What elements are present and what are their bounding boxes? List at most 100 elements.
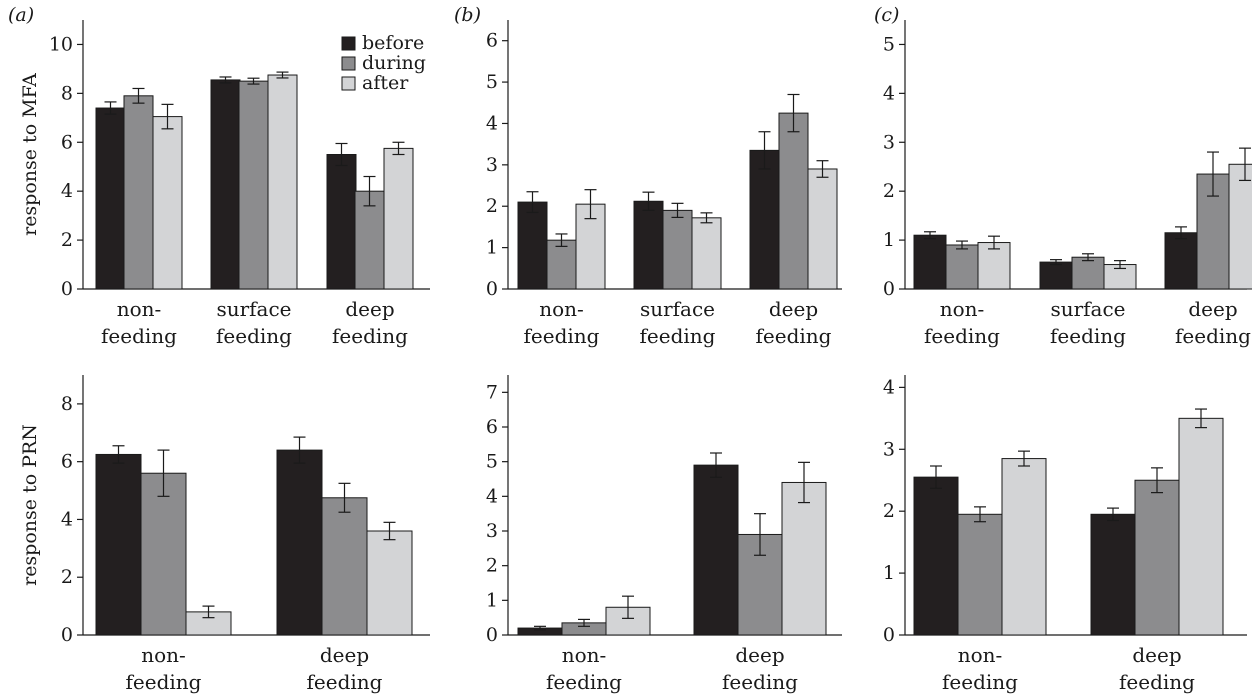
bar-during (778, 112, 809, 290)
legend-label-after: after (362, 72, 409, 94)
bar-during (140, 472, 187, 636)
bar-after (691, 217, 722, 290)
y-tick-label: 4 (883, 82, 895, 104)
y-tick-label: 2 (61, 566, 73, 588)
x-category-label: feeding (756, 324, 832, 348)
bar-after (1228, 163, 1252, 290)
x-category-label: non- (141, 643, 186, 667)
bar-during (945, 244, 979, 290)
bar-after (1178, 417, 1224, 636)
y-tick-label: 10 (49, 33, 73, 55)
panel-label: (c) (874, 4, 899, 26)
y-tick-label: 0 (486, 278, 498, 300)
bar-during (662, 209, 693, 290)
x-category-label: feeding (524, 324, 600, 348)
x-category-label: feeding (722, 670, 798, 694)
x-category-label: deep (735, 643, 784, 667)
y-tick-label: 8 (61, 82, 73, 104)
x-category-label: deep (1132, 643, 1181, 667)
bar-before (633, 200, 664, 290)
bar-after (366, 530, 413, 636)
y-tick-label: 0 (883, 278, 895, 300)
y-axis-label: response to MFA (19, 73, 41, 236)
y-tick-label: 6 (486, 30, 498, 52)
x-category-label: feeding (546, 670, 622, 694)
y-tick-label: 1 (486, 589, 498, 611)
bar-after (1001, 458, 1047, 636)
y-tick-label: 8 (61, 393, 73, 415)
x-category-label: feeding (332, 324, 408, 348)
chart-panel-2: 0 1 2 3 4 5 6(b) non-feeding surface feeding deep f… (454, 4, 842, 348)
bar-before (276, 449, 323, 636)
x-category-label: deep (1188, 297, 1237, 321)
bar-during (238, 80, 269, 290)
chart-panel-4: 0 2 4 6 8 response to PRN non-feeding deep feedi… (19, 375, 430, 694)
bar-before (693, 464, 739, 636)
x-category-label: non- (562, 643, 607, 667)
bar-after (977, 242, 1011, 290)
y-tick-label: 4 (61, 508, 73, 530)
bar-before (1039, 261, 1073, 290)
y-tick-label: 1 (486, 237, 498, 259)
y-tick-label: 5 (486, 451, 498, 473)
bar-before (95, 107, 126, 290)
x-category-label: feeding (640, 324, 716, 348)
y-tick-label: 2 (883, 180, 895, 202)
bar-after (152, 116, 183, 290)
y-tick-label: 3 (883, 131, 895, 153)
y-tick-label: 2 (486, 555, 498, 577)
y-tick-label: 6 (486, 416, 498, 438)
bar-before (326, 154, 357, 290)
y-tick-label: 3 (883, 438, 895, 460)
y-tick-label: 4 (486, 112, 498, 134)
bar-after (267, 74, 298, 290)
chart-panel-3: 0 1 2 3 4 5 (c) non-feeding surface feeding deep fe… (874, 4, 1252, 348)
x-category-label: feeding (307, 670, 383, 694)
bar-during (957, 513, 1003, 636)
x-category-label: non- (539, 297, 584, 321)
bar-after (807, 168, 838, 290)
bar-before (749, 149, 780, 290)
y-tick-label: 4 (486, 485, 498, 507)
chart-panel-1: 0 2 4 6 8 10 response to MFA (a) non-feeding surf… (8, 4, 430, 348)
y-tick-label: 4 (61, 180, 73, 202)
bar-after (383, 147, 414, 290)
x-category-label: feeding (942, 670, 1018, 694)
chart-panel-6: 0 1 2 3 4 non-feeding deep feeding (883, 375, 1247, 694)
chart-panel-5: 0 1 2 3 4 5 6 7 non-feeding deep feeding (486, 375, 842, 694)
y-tick-label: 0 (61, 278, 73, 300)
y-tick-label: 5 (486, 71, 498, 93)
x-category-label: deep (320, 643, 369, 667)
bar-before (1090, 513, 1136, 636)
y-tick-label: 2 (486, 195, 498, 217)
x-category-label: deep (769, 297, 818, 321)
x-category-label: non- (958, 643, 1003, 667)
y-tick-label: 2 (61, 229, 73, 251)
y-tick-label: 6 (61, 131, 73, 153)
legend-swatch-during (341, 56, 356, 71)
bar-before (95, 453, 142, 636)
x-category-label: non- (940, 297, 985, 321)
x-category-label: feeding (1119, 670, 1195, 694)
bar-during (546, 239, 577, 290)
y-tick-label: 3 (486, 154, 498, 176)
x-category-label: feeding (101, 324, 177, 348)
legend-swatch-after (341, 76, 356, 91)
bar-during (1071, 256, 1105, 290)
bar-during (354, 190, 385, 290)
x-category-label: surface (1050, 297, 1125, 321)
legend: before during after (341, 32, 426, 94)
y-tick-label: 1 (883, 229, 895, 251)
y-tick-label: 0 (883, 624, 895, 646)
bar-before (210, 79, 241, 290)
y-tick-label: 4 (883, 376, 895, 398)
panel-label: (b) (454, 4, 481, 26)
y-tick-label: 5 (883, 33, 895, 55)
bar-during (321, 497, 368, 636)
y-tick-label: 2 (883, 500, 895, 522)
x-category-label: feeding (1050, 324, 1126, 348)
bar-during (123, 95, 154, 290)
panel-label: (a) (8, 4, 34, 26)
bar-before (913, 234, 947, 290)
